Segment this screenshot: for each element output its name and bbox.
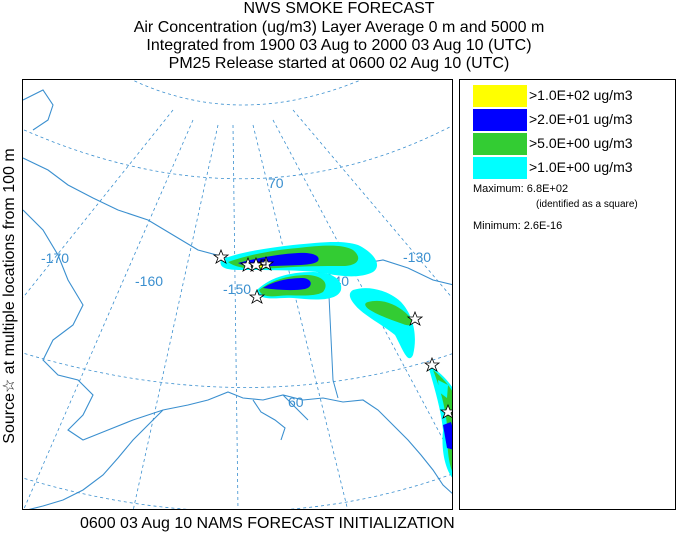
- legend-item-mid-low: >5.0E+00 ug/m3: [473, 133, 673, 155]
- alaska-coast: [23, 157, 452, 509]
- plume-east-green: [365, 300, 413, 326]
- minimum-value: Minimum: 2.6E-16: [473, 220, 563, 232]
- lon-160-line: [133, 124, 219, 509]
- maximum-value: Maximum: 6.8E+02: [473, 183, 569, 195]
- source-star-icon: [248, 288, 266, 304]
- plume-southeast-green: [433, 370, 452, 471]
- canada-border: [327, 274, 339, 399]
- source-star-icon: [212, 248, 230, 264]
- maximum-note: (identified as a square): [536, 199, 638, 210]
- lat-60-line: [23, 352, 452, 388]
- lon-140-line: [252, 124, 348, 509]
- lon-130-label: -130: [403, 249, 431, 265]
- lon-180-line: [23, 109, 174, 299]
- legend-label-mid-low: >5.0E+00 ug/m3: [529, 135, 633, 151]
- maximum-square: [260, 259, 267, 266]
- source-star-icon: [423, 356, 441, 372]
- legend-item-mid-high: >2.0E+01 ug/m3: [473, 109, 673, 131]
- lon-160-label: -160: [135, 273, 163, 289]
- legend-panel: >1.0E+02 ug/m3 >2.0E+01 ug/m3 >5.0E+00 u…: [459, 79, 676, 510]
- legend-swatch-yellow: [473, 85, 527, 107]
- lat-80-line: [131, 80, 362, 106]
- legend-label-low: >1.0E+00 ug/m3: [529, 159, 633, 175]
- forecast-title: NWS SMOKE FORECAST: [243, 0, 435, 17]
- legend-label-mid-high: >2.0E+01 ug/m3: [529, 111, 633, 127]
- northwest-coast: [23, 89, 54, 131]
- integration-period: Integrated from 1900 03 Aug to 2000 03 A…: [146, 37, 532, 54]
- source-star-icon: [439, 403, 452, 419]
- source-star-icon: [406, 310, 424, 326]
- lat-60-label: 60: [288, 394, 304, 410]
- forecast-initialization: 0600 03 Aug 10 NAMS FORECAST INITIALIZAT…: [80, 515, 455, 532]
- legend-swatch-blue: [473, 109, 527, 131]
- lon-170-line: [23, 119, 194, 509]
- lon-150-line: [232, 124, 239, 509]
- lon-170-label: -170: [41, 250, 69, 266]
- legend-label-high: >1.0E+02 ug/m3: [529, 87, 633, 103]
- concentration-subtitle: Air Concentration (ug/m3) Layer Average …: [133, 19, 545, 36]
- legend-item-low: >1.0E+00 ug/m3: [473, 157, 673, 179]
- lat-70-line: [23, 125, 452, 180]
- lon-150-label: -150: [223, 281, 251, 297]
- legend-swatch-green: [473, 133, 527, 155]
- source-height-label: Source☆ at multiple locations from 100 m: [1, 148, 18, 444]
- plume-central-blue: [263, 278, 311, 291]
- legend-swatch-cyan: [473, 157, 527, 179]
- lat-70-label: 70: [268, 175, 284, 191]
- map-panel: 70 60 -170 -160 -150 -140 -130: [22, 79, 453, 510]
- plume-southeast-cyan-2: [438, 380, 448, 398]
- release-start: PM25 Release started at 0600 02 Aug 10 (…: [168, 55, 510, 72]
- plume-southeast-blue: [443, 422, 452, 450]
- smoke-map: 70 60 -170 -160 -150 -140 -130: [23, 80, 452, 509]
- legend-item-high: >1.0E+02 ug/m3: [473, 85, 673, 107]
